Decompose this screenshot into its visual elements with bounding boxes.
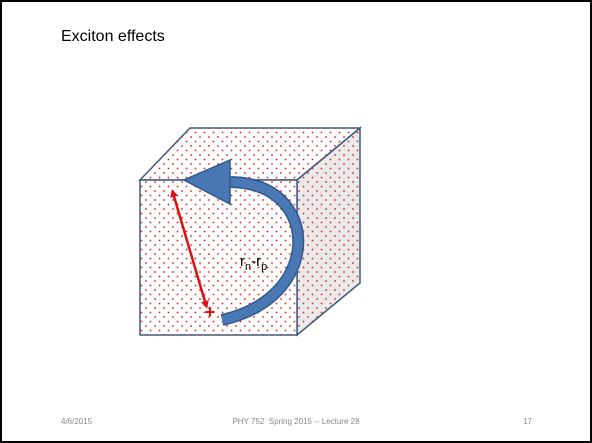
label-subscript: p bbox=[261, 261, 267, 273]
footer-page: 17 bbox=[523, 417, 532, 426]
slide: Exciton effects + rn-rp 4/6/2015 PHY 752… bbox=[0, 0, 592, 443]
footer-course: PHY 752 Spring 2015 -- Lecture 28 bbox=[232, 417, 360, 426]
hole-charge: + bbox=[205, 302, 216, 322]
footer-date: 4/6/2015 bbox=[61, 417, 93, 426]
slide-title: Exciton effects bbox=[61, 28, 165, 45]
label-part: -r bbox=[251, 253, 261, 270]
